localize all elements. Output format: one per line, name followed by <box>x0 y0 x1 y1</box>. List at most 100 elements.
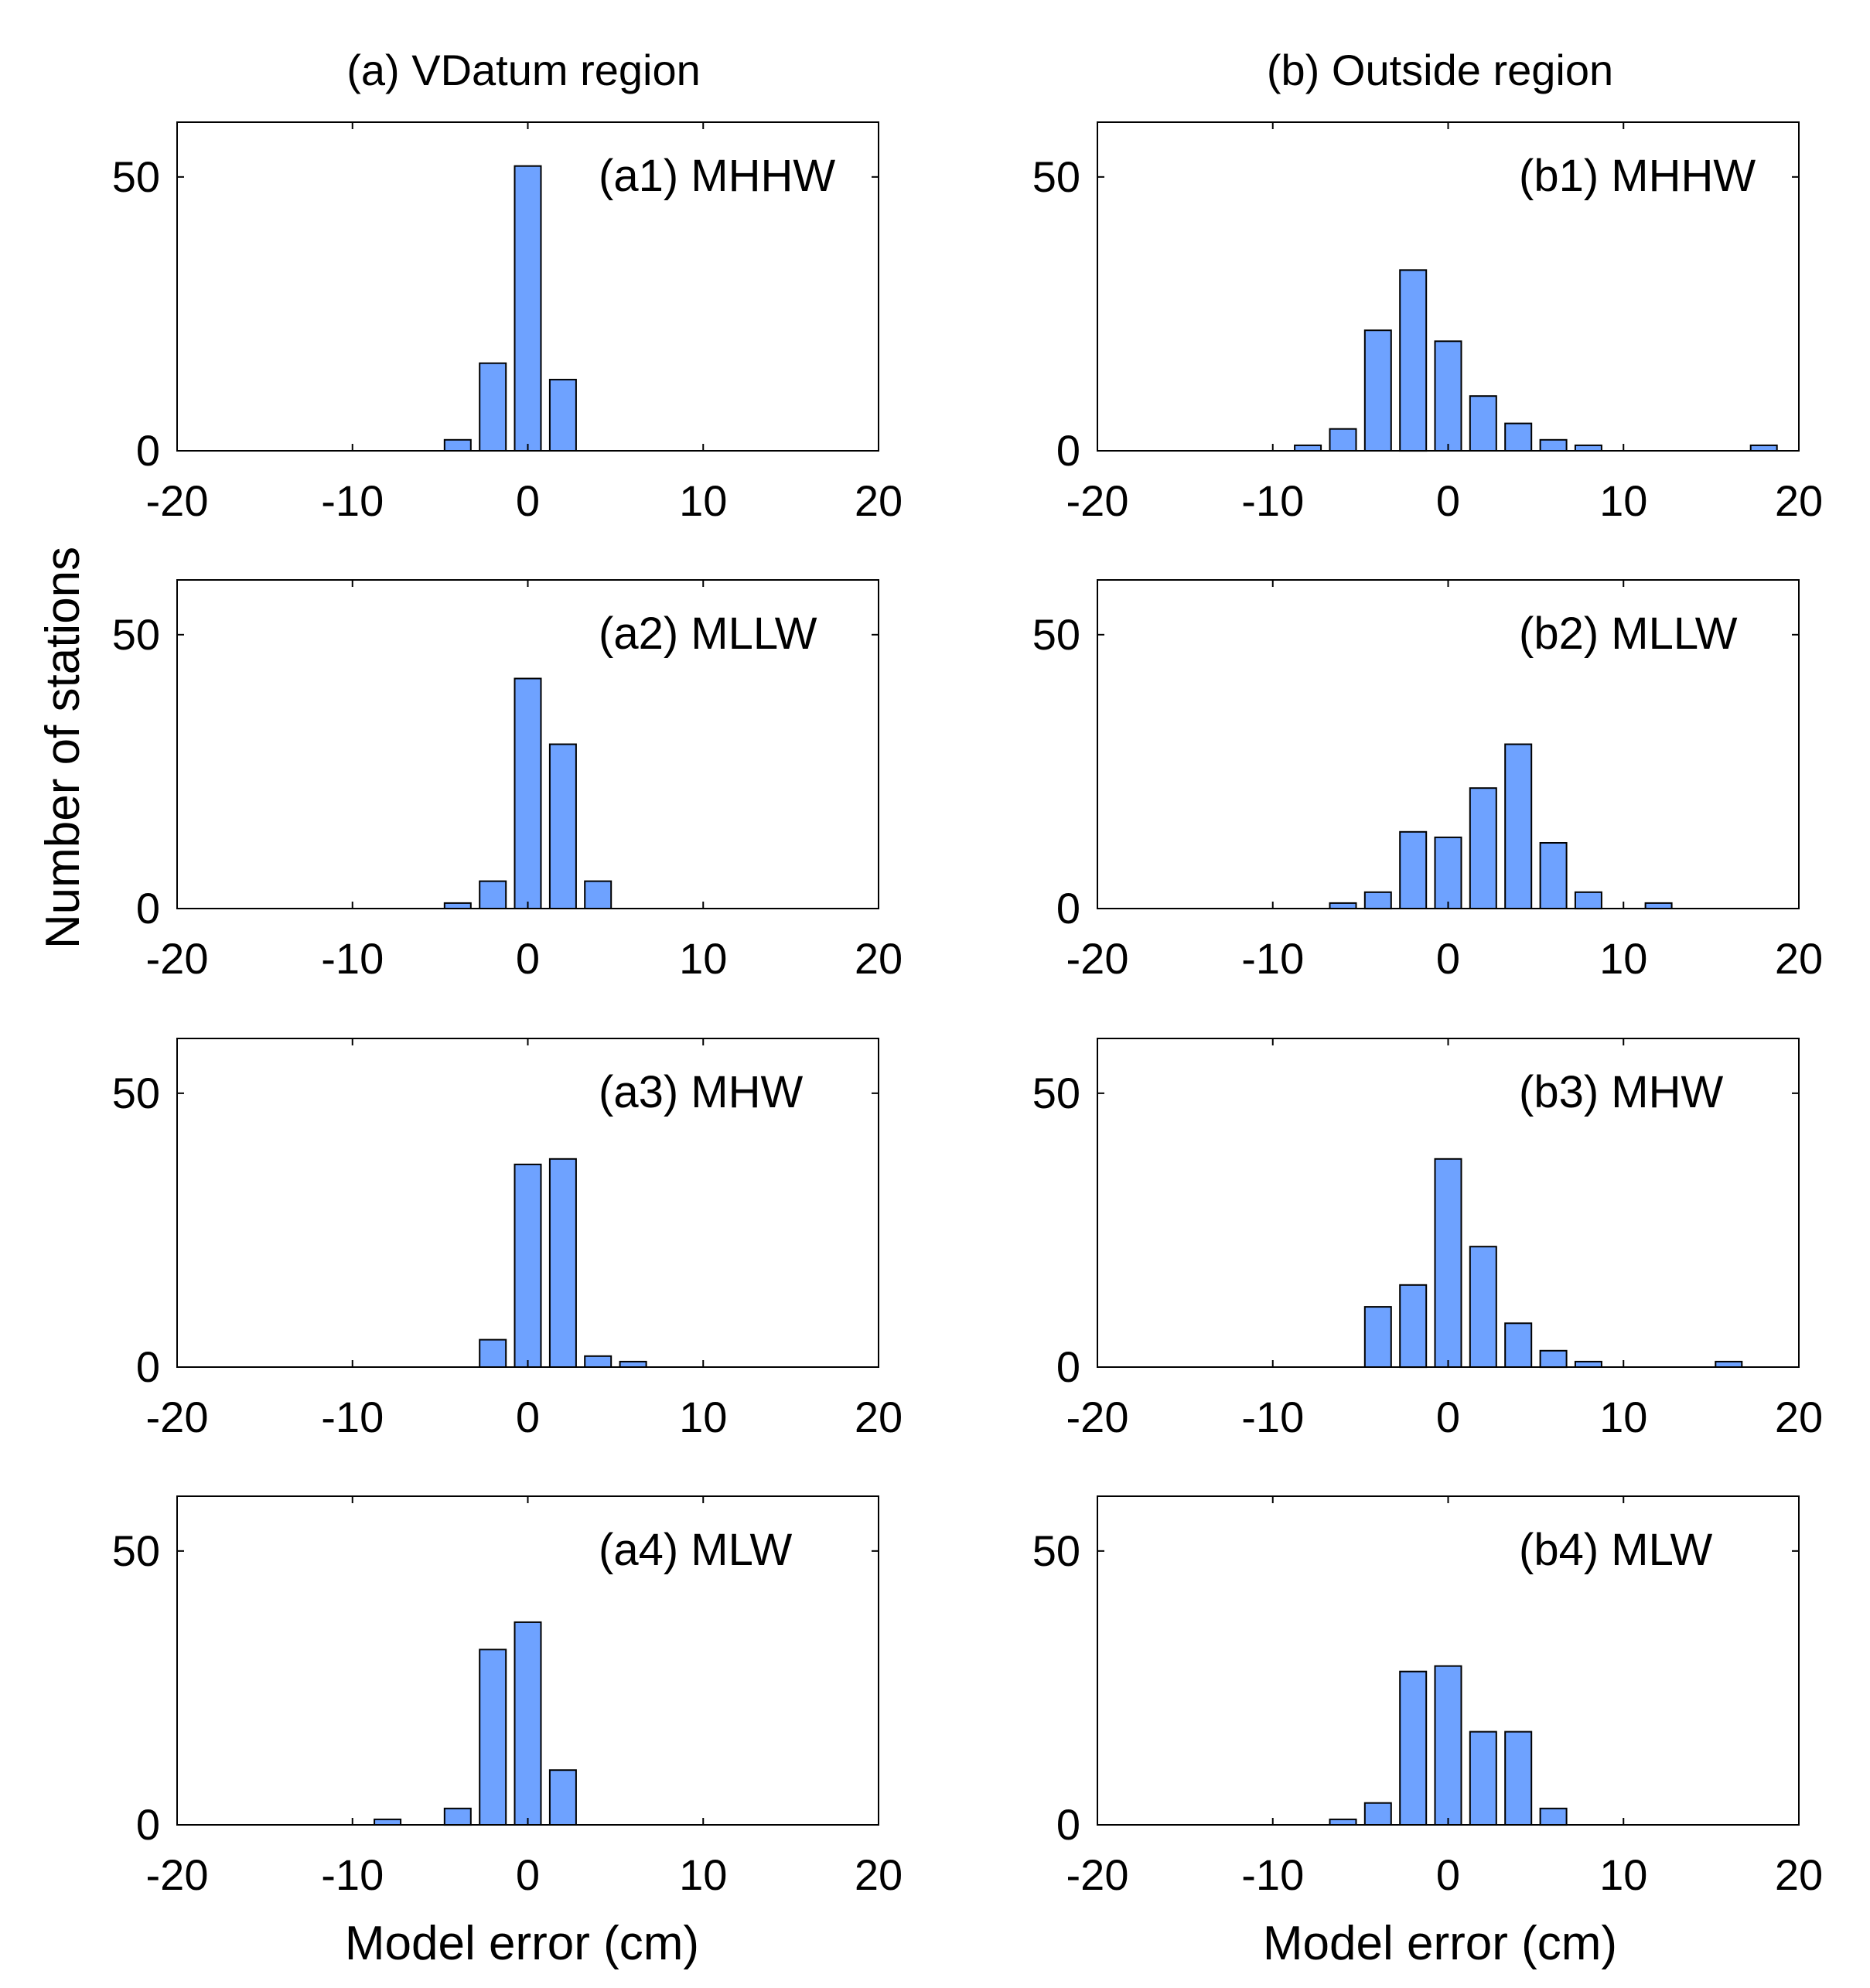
panel-title-a2: (a2) MLLW <box>599 609 817 659</box>
bar-b1-bin-18 <box>1749 444 1778 452</box>
x-tick-label-b1--10: -10 <box>1241 476 1304 525</box>
bar-b1-bin--2 <box>1399 269 1428 452</box>
y-tick-label-a2-0: 0 <box>136 884 160 933</box>
x-tick-label-a2-0: 0 <box>516 934 540 983</box>
x-tick-label-b3--10: -10 <box>1241 1393 1304 1441</box>
x-tick-label-b1--20: -20 <box>1066 476 1129 525</box>
panel-title-a3: (a3) MHW <box>599 1067 803 1117</box>
x-tick-label-a1--20: -20 <box>146 476 209 525</box>
bar-a3-bin--2 <box>479 1338 507 1368</box>
panel-title-b3: (b3) MHW <box>1519 1067 1723 1117</box>
x-tick-label-b4-10: 10 <box>1599 1850 1647 1899</box>
panel-title-b4: (b4) MLW <box>1519 1525 1713 1575</box>
y-tick-label-b2-50: 50 <box>1032 610 1080 659</box>
bar-a1-bin-0 <box>514 165 542 452</box>
bar-a4-bin--4 <box>443 1807 472 1826</box>
panel-b4: 0 50 -20 -10 0 10 20 (b4) MLW <box>1032 1495 1823 1899</box>
y-tick-label-a4-0: 0 <box>136 1800 160 1849</box>
bar-a2-bin-0 <box>514 677 542 909</box>
panel-a4: 0 50 -20 -10 0 10 20 (a4) MLW <box>112 1495 903 1899</box>
x-tick-label-a2-20: 20 <box>855 934 903 983</box>
bar-a2-bin--2 <box>479 880 507 909</box>
y-tick-label-a2-50: 50 <box>112 610 160 659</box>
x-tick-label-b2-0: 0 <box>1436 934 1460 983</box>
panel-title-b1: (b1) MHHW <box>1519 151 1756 201</box>
x-tick-label-b4-0: 0 <box>1436 1850 1460 1899</box>
bar-b3-bin-16 <box>1715 1360 1743 1369</box>
panel-a1: 0 50 -20 -10 0 10 20 (a1) MHHW <box>112 121 903 525</box>
y-axis-label: Number of stations <box>36 547 90 949</box>
bar-b4-bin--6 <box>1329 1818 1357 1826</box>
bar-b2-bin--6 <box>1329 902 1357 910</box>
y-tick-label-b4-0: 0 <box>1056 1800 1080 1849</box>
x-tick-label-b2--20: -20 <box>1066 934 1129 983</box>
bar-b1-bin-6 <box>1539 438 1568 452</box>
bar-b3-bin-4 <box>1504 1322 1533 1369</box>
x-tick-label-b1-0: 0 <box>1436 476 1460 525</box>
y-tick-label-b3-0: 0 <box>1056 1342 1080 1391</box>
x-tick-label-a1--10: -10 <box>321 476 384 525</box>
x-tick-label-b4--20: -20 <box>1066 1850 1129 1899</box>
bar-b2-bin-6 <box>1539 842 1568 909</box>
x-tick-label-a2-10: 10 <box>679 934 727 983</box>
bar-a4-bin--8 <box>374 1818 402 1826</box>
bar-a4-bin-2 <box>548 1769 577 1826</box>
x-tick-label-b1-20: 20 <box>1775 476 1823 525</box>
bar-b4-bin-6 <box>1539 1807 1568 1826</box>
bar-a3-bin-0 <box>514 1163 542 1369</box>
bar-b2-bin-8 <box>1574 891 1602 910</box>
column-title-b: (b) Outside region <box>1267 46 1613 94</box>
x-tick-label-a3--20: -20 <box>146 1393 209 1441</box>
x-tick-label-b4-20: 20 <box>1775 1850 1823 1899</box>
panels-layer: 0 50 -20 -10 0 10 20 (a1) MHHW 0 50 -20 -10 0 10 20 (a2… <box>112 121 1823 1899</box>
bar-b3-bin-8 <box>1574 1360 1602 1369</box>
x-tick-label-a4--20: -20 <box>146 1850 209 1899</box>
panel-b2: 0 50 -20 -10 0 10 20 (b2) MLLW <box>1032 579 1823 983</box>
x-tick-label-a3-10: 10 <box>679 1393 727 1441</box>
bar-b1-bin-2 <box>1469 395 1497 452</box>
bar-a2-bin-2 <box>548 743 577 909</box>
panel-a2: 0 50 -20 -10 0 10 20 (a2) MLLW <box>112 579 903 983</box>
x-tick-label-b3-10: 10 <box>1599 1393 1647 1441</box>
x-tick-label-a3-20: 20 <box>855 1393 903 1441</box>
bar-b4-bin-0 <box>1434 1665 1462 1826</box>
bar-a4-bin--2 <box>479 1649 507 1826</box>
x-axis-label-right: Model error (cm) <box>1263 1917 1617 1970</box>
x-tick-label-a4-20: 20 <box>855 1850 903 1899</box>
bar-b2-bin--4 <box>1363 891 1392 910</box>
bar-b4-bin-2 <box>1469 1731 1497 1826</box>
bar-b3-bin--4 <box>1363 1306 1392 1368</box>
y-tick-label-a4-50: 50 <box>112 1526 160 1575</box>
panel-title-b2: (b2) MLLW <box>1519 609 1738 659</box>
panel-b3: 0 50 -20 -10 0 10 20 (b3) MHW <box>1032 1038 1823 1441</box>
x-tick-label-b2--10: -10 <box>1241 934 1304 983</box>
y-tick-label-a3-50: 50 <box>112 1069 160 1117</box>
bar-b1-bin-8 <box>1574 444 1602 452</box>
x-tick-label-b3-0: 0 <box>1436 1393 1460 1441</box>
x-tick-label-b4--10: -10 <box>1241 1850 1304 1899</box>
y-tick-label-a1-50: 50 <box>112 152 160 201</box>
x-tick-label-a2--20: -20 <box>146 934 209 983</box>
column-title-a: (a) VDatum region <box>346 46 701 94</box>
y-tick-label-b1-0: 0 <box>1056 426 1080 475</box>
bar-b4-bin--2 <box>1399 1670 1428 1826</box>
x-tick-label-b2-20: 20 <box>1775 934 1823 983</box>
x-tick-label-a3--10: -10 <box>321 1393 384 1441</box>
x-tick-label-a2--10: -10 <box>321 934 384 983</box>
panel-title-a4: (a4) MLW <box>599 1525 793 1575</box>
x-tick-label-a4--10: -10 <box>321 1850 384 1899</box>
bar-a1-bin--2 <box>479 362 507 452</box>
y-tick-label-a3-0: 0 <box>136 1342 160 1391</box>
x-tick-label-b3--20: -20 <box>1066 1393 1129 1441</box>
bar-a2-bin-4 <box>584 880 613 909</box>
panel-b1: 0 50 -20 -10 0 10 20 (b1) MHHW <box>1032 121 1823 525</box>
x-tick-label-a4-0: 0 <box>516 1850 540 1899</box>
bar-b3-bin-2 <box>1469 1246 1497 1368</box>
panel-a3: 0 50 -20 -10 0 10 20 (a3) MHW <box>112 1038 903 1441</box>
x-axis-label-left: Model error (cm) <box>345 1917 699 1970</box>
x-tick-label-a1-10: 10 <box>679 476 727 525</box>
x-tick-label-a1-20: 20 <box>855 476 903 525</box>
bar-b1-bin--6 <box>1329 428 1357 452</box>
y-tick-label-a1-0: 0 <box>136 426 160 475</box>
bar-b2-bin-2 <box>1469 787 1497 910</box>
